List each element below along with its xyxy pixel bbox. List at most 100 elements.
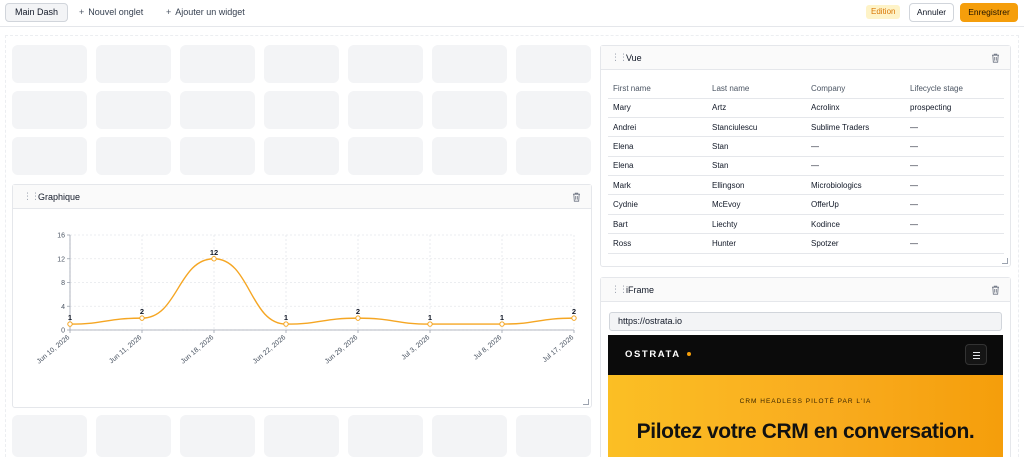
table-cell: Stan: [707, 136, 806, 157]
empty-grid-cell: [180, 415, 255, 457]
site-logo-text: OSTRATA: [625, 349, 681, 360]
table-cell: Acrolinx: [806, 98, 905, 118]
resize-handle-icon[interactable]: [583, 399, 589, 405]
table-row[interactable]: Ross Hunter Spotzer —: [608, 233, 1004, 254]
empty-grid-cell: [96, 137, 171, 175]
table-cell: —: [905, 136, 1004, 157]
x-tick-label: Jul 8, 2026: [473, 334, 504, 361]
table-cell: —: [905, 175, 1004, 196]
table-cell: Spotzer: [806, 233, 905, 254]
x-tick-label: Jul 17, 2026: [542, 334, 576, 364]
hamburger-menu-icon[interactable]: [965, 344, 987, 365]
empty-grid-cell: [12, 45, 87, 83]
drag-handle-icon[interactable]: ⋮⋮: [611, 52, 628, 62]
y-tick-label: 0: [61, 328, 65, 335]
data-point: [211, 256, 217, 262]
data-point: [355, 315, 361, 321]
table-cell: Ross: [608, 233, 707, 254]
new-tab-label: Nouvel onglet: [88, 7, 144, 17]
x-tick-label: Jun 29, 2026: [324, 334, 360, 365]
tab-main-dash[interactable]: Main Dash: [5, 3, 69, 22]
chart-widget: ⋮⋮ Graphique: [12, 184, 592, 408]
hero-headline: Pilotez votre CRM en conversation.: [636, 420, 975, 443]
data-label: 1: [428, 313, 432, 322]
y-tick-label: 8: [61, 280, 65, 287]
cancel-button[interactable]: Annuler: [909, 3, 954, 22]
data-point: [67, 321, 73, 327]
table-scroll-area[interactable]: First name Last name Company Lifecycle s…: [601, 70, 1010, 256]
empty-grid-cell: [96, 415, 171, 457]
column-header[interactable]: First name: [608, 79, 707, 99]
empty-grid-cell: [516, 415, 591, 457]
table-cell: Mark: [608, 175, 707, 196]
table-cell: Sublime Traders: [806, 117, 905, 138]
table-row[interactable]: Cydnie McEvoy OfferUp —: [608, 194, 1004, 215]
table-cell: Microbiologics: [806, 175, 905, 196]
table-row[interactable]: Elena Stan — —: [608, 136, 1004, 157]
iframe-url-input[interactable]: https://ostrata.io: [609, 312, 1002, 331]
iframe-widget-title: iFrame: [626, 285, 655, 295]
table-row[interactable]: Andrei Stanciulescu Sublime Traders —: [608, 117, 1004, 138]
table-row[interactable]: Mark Ellingson Microbiologics —: [608, 175, 1004, 196]
data-point: [499, 321, 505, 327]
table-cell: —: [905, 214, 1004, 235]
empty-grid-cell: [12, 415, 87, 457]
column-header[interactable]: Last name: [707, 79, 806, 99]
data-label: 2: [356, 307, 360, 316]
table-row[interactable]: Elena Stan — —: [608, 156, 1004, 177]
data-label: 1: [284, 313, 288, 322]
table-cell: Liechty: [707, 214, 806, 235]
empty-grid-cell: [12, 91, 87, 129]
column-header[interactable]: Company: [806, 79, 905, 99]
logo-dot-icon: [686, 352, 691, 357]
data-label: 1: [500, 313, 504, 322]
table-cell: Hunter: [707, 233, 806, 254]
save-button[interactable]: Enregistrer: [960, 3, 1018, 22]
resize-handle-icon[interactable]: [1002, 258, 1008, 264]
table-header-row: First name Last name Company Lifecycle s…: [608, 79, 1004, 99]
trash-icon[interactable]: [991, 285, 1000, 295]
drag-handle-icon[interactable]: ⋮⋮: [611, 284, 628, 294]
embedded-site[interactable]: OSTRATA CRM HEADLESS PILOTÉ PAR L'IA Pil…: [608, 335, 1003, 457]
empty-grid-cell: [96, 45, 171, 83]
y-tick-label: 16: [57, 233, 65, 240]
table-row[interactable]: Bart Liechty Kodince —: [608, 214, 1004, 235]
x-tick-label: Jul 3, 2026: [401, 334, 432, 361]
iframe-widget-header: ⋮⋮ iFrame: [601, 278, 1010, 302]
table-cell: Andrei: [608, 117, 707, 138]
data-label: 12: [210, 248, 218, 257]
table-cell: —: [806, 136, 905, 157]
empty-grid-cell: [432, 415, 507, 457]
table-cell: McEvoy: [707, 194, 806, 215]
empty-grid-cell: [264, 415, 339, 457]
trash-icon[interactable]: [572, 192, 581, 202]
table-cell: Elena: [608, 136, 707, 157]
new-tab-button[interactable]: + Nouvel onglet: [79, 3, 143, 22]
dashboard-grid: [5, 35, 1019, 457]
table-row[interactable]: Mary Artz Acrolinx prospecting: [608, 98, 1004, 118]
site-logo[interactable]: OSTRATA: [625, 349, 691, 360]
plus-icon: +: [79, 7, 85, 17]
empty-grid-cell: [264, 137, 339, 175]
table-cell: —: [905, 117, 1004, 138]
data-point: [427, 321, 433, 327]
y-tick-label: 12: [57, 256, 65, 263]
data-label: 1: [68, 313, 72, 322]
table-cell: Stanciulescu: [707, 117, 806, 138]
empty-grid-cell: [180, 137, 255, 175]
data-point: [139, 315, 145, 321]
table-widget-title: Vue: [626, 53, 642, 63]
column-header[interactable]: Lifecycle stage: [905, 79, 1004, 99]
empty-grid-cell: [96, 91, 171, 129]
table-cell: Elena: [608, 156, 707, 177]
table-cell: Mary: [608, 98, 707, 118]
series-line: [69, 258, 575, 325]
table-widget-header: ⋮⋮ Vue: [601, 46, 1010, 70]
drag-handle-icon[interactable]: ⋮⋮: [23, 191, 40, 201]
hero-kicker: CRM HEADLESS PILOTÉ PAR L'IA: [739, 398, 872, 405]
plus-icon: +: [166, 7, 172, 17]
table-cell: prospecting: [905, 98, 1004, 118]
trash-icon[interactable]: [991, 53, 1000, 63]
add-widget-button[interactable]: + Ajouter un widget: [166, 3, 245, 22]
empty-grid-cell: [180, 45, 255, 83]
